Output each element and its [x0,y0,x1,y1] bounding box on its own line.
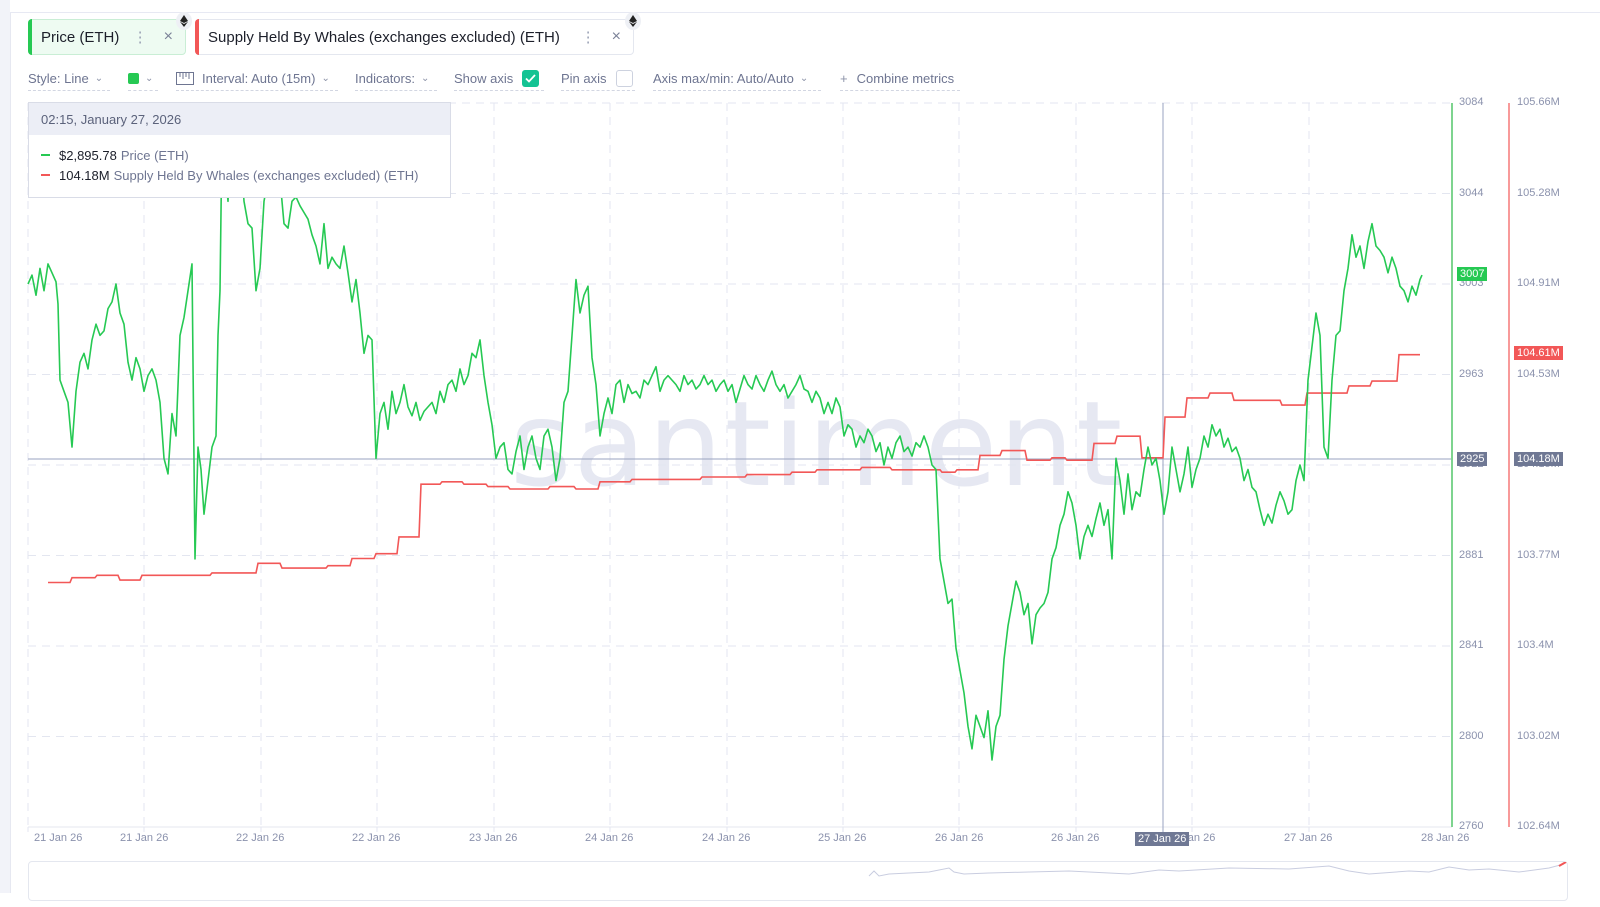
chart-minimap-navigator[interactable] [28,861,1568,901]
crosshair-whales-badge: 104.18M [1514,452,1563,466]
price-axis-tick-label: 2841 [1459,639,1484,651]
x-axis-tick-label: 24 Jan 26 [585,832,634,844]
chevron-down-icon: ⌄ [94,72,104,84]
ethereum-icon [176,12,192,30]
crosshair-price-badge: 2925 [1457,452,1488,466]
x-axis-tick-label: 21 Jan 26 [34,832,83,844]
top-bar [10,0,1600,13]
crosshair-date-badge: 27 Jan 26 [1135,832,1190,846]
x-axis-tick-label: 22 Jan 26 [236,832,285,844]
x-axis-tick-label: 26 Jan 26 [935,832,984,844]
metric-label: Supply Held By Whales (exchanges exclude… [208,28,560,46]
plus-icon: + [840,70,848,86]
interval-dropdown[interactable]: Interval: Auto (15m) ⌄ [176,66,338,91]
whales-axis-tick-label: 103.4M [1517,639,1554,651]
kebab-menu-icon[interactable]: ⋮ [580,29,596,46]
axis-minmax-label: Axis max/min: Auto/Auto [653,70,794,86]
ethereum-icon [625,12,641,30]
pin-axis-toggle[interactable]: Pin axis [561,66,635,91]
chevron-down-icon: ⌄ [145,72,154,84]
style-dropdown[interactable]: Style: Line ⌄ [28,66,110,91]
x-axis-tick-label: 21 Jan 26 [120,832,169,844]
color-swatch [128,72,139,84]
price-series-line [27,111,1423,761]
tooltip-row-price: $2,895.78 Price (ETH) [29,145,450,165]
x-axis-tick-label: 23 Jan 26 [469,832,518,844]
minimap-preview [868,861,1567,877]
price-axis-tick-label: 2881 [1459,548,1484,561]
metric-label: Price (ETH) [41,28,120,46]
chart-grid [27,102,1452,828]
price-axis-tick-label: 2963 [1459,367,1484,380]
tooltip-datetime: 02:15, January 27, 2026 [29,103,450,135]
whales-axis-tick-label: 102.64M [1517,820,1560,832]
chevron-down-icon: ⌄ [321,72,330,84]
color-picker[interactable]: ⌄ [128,66,158,91]
combine-metrics-label: Combine metrics [856,70,955,86]
metric-color-bar [28,19,32,55]
close-icon[interactable]: × [163,28,173,45]
metric-chip-price[interactable]: Price (ETH) ⋮ × [28,19,186,55]
whales-axis-tick-label: 104.53M [1517,367,1560,380]
legend-dash [41,174,50,176]
tooltip-label: Price (ETH) [120,147,189,163]
whales-axis-tick-label: 104.91M [1517,277,1560,289]
tooltip-value: 104.18M [59,167,110,183]
pin-axis-label: Pin axis [561,70,607,86]
whales-axis-tick-label: 103.02M [1517,729,1560,742]
x-axis-tick-label: 28 Jan 26 [1421,832,1470,844]
tooltip-row-whales: 104.18M Supply Held By Whales (exchanges… [29,165,450,185]
price-last-value-badge: 3007 [1457,267,1488,281]
price-axis-tick-label: 2760 [1459,820,1484,832]
show-axis-checkbox[interactable] [522,69,540,87]
chevron-down-icon: ⌄ [799,72,809,84]
axis-minmax-dropdown[interactable]: Axis max/min: Auto/Auto ⌄ [653,66,821,91]
x-axis-tick-label: 22 Jan 26 [352,832,401,844]
show-axis-toggle[interactable]: Show axis [454,66,544,91]
interval-label: Interval: Auto (15m) [202,70,316,86]
x-axis-tick-label: 26 Jan 26 [1051,832,1100,844]
santiment-watermark: santiment [510,375,1125,513]
style-label: Style: Line [28,70,89,86]
whales-axis-tick-label: 105.28M [1517,186,1560,199]
kebab-menu-icon[interactable]: ⋮ [132,29,148,46]
legend-dash [41,154,50,156]
tooltip-label: Supply Held By Whales (exchanges exclude… [113,167,419,183]
ruler-icon [176,71,194,85]
price-axis-tick-label: 2800 [1459,729,1484,742]
x-axis-tick-label: 27 Jan 26 [1284,832,1333,844]
whales-last-value-badge: 104.61M [1514,346,1563,360]
x-axis-tick-label: 24 Jan 26 [702,832,751,844]
chart-tooltip: 02:15, January 27, 2026 $2,895.78 Price … [28,102,451,198]
metric-chip-whales[interactable]: Supply Held By Whales (exchanges exclude… [195,19,634,55]
checkmark-icon [525,73,536,83]
combine-metrics-button[interactable]: + Combine metrics [840,66,960,91]
indicators-dropdown[interactable]: Indicators: ⌄ [355,66,437,91]
whales-axis-tick-label: 105.66M [1517,96,1560,108]
close-icon[interactable]: × [611,28,621,45]
chevron-down-icon: ⌄ [420,72,430,84]
x-axis-tick-label: 25 Jan 26 [818,832,867,844]
metric-color-bar [195,19,199,55]
price-axis-tick-label: 3084 [1459,96,1484,108]
x-axis-ticks [27,827,1310,832]
show-axis-label: Show axis [454,70,514,86]
tooltip-value: $2,895.78 [59,147,117,163]
price-axis-tick-label: 3044 [1459,186,1484,199]
whales-axis-tick-label: 103.77M [1517,548,1560,561]
indicators-label: Indicators: [355,70,415,86]
left-sidebar-strip [0,0,11,893]
pin-axis-checkbox[interactable] [615,69,633,87]
whales-series-line [48,353,1420,584]
